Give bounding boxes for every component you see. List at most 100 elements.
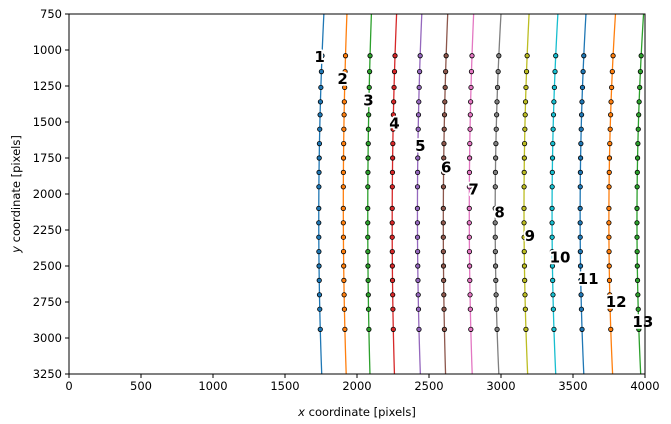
- trace-point: [549, 169, 555, 175]
- trace-point: [342, 84, 348, 91]
- trace-point: [635, 306, 641, 312]
- trace-point: [635, 141, 641, 147]
- trace-point: [366, 112, 372, 118]
- trace-point: [391, 99, 397, 105]
- y-tick-label: 2500: [33, 259, 62, 273]
- trace-point: [366, 326, 372, 332]
- y-tick-label: 1250: [33, 79, 62, 93]
- trace-point: [340, 169, 347, 175]
- trace-point: [494, 99, 500, 105]
- trace-point: [551, 326, 557, 332]
- trace-point: [467, 112, 473, 118]
- trace-point: [416, 84, 422, 91]
- order-label: 3: [363, 91, 373, 109]
- trace-point: [340, 155, 347, 161]
- trace-point: [493, 277, 499, 283]
- trace-curve: [494, 14, 502, 374]
- trace-point: [634, 277, 641, 283]
- x-axis: 0 500 1000 1500 2000 2500 3000 3500 4000: [65, 374, 660, 393]
- y-axis-label: y coordinate [pixels]: [9, 135, 23, 254]
- trace-point: [389, 277, 396, 283]
- trace-point: [634, 184, 640, 190]
- y-tick-label: 1750: [33, 151, 62, 165]
- y-tick-label: 1500: [33, 115, 62, 129]
- trace-point: [493, 141, 499, 147]
- x-axis-label: x coordinate [pixels]: [297, 405, 416, 419]
- trace-point: [549, 205, 555, 211]
- trace-point: [578, 277, 584, 283]
- trace-point: [316, 234, 322, 240]
- trace-point: [316, 263, 322, 269]
- trace-point: [635, 126, 641, 132]
- trace-point: [443, 69, 449, 75]
- trace-point: [440, 249, 446, 255]
- trace-point: [551, 99, 557, 105]
- trace-point: [365, 126, 372, 132]
- trace-point: [549, 155, 556, 161]
- trace-point: [341, 292, 347, 298]
- trace-point: [521, 234, 527, 240]
- trace-point: [521, 205, 527, 211]
- trace-point: [634, 263, 640, 269]
- trace-point: [493, 306, 500, 312]
- trace-point: [466, 234, 472, 240]
- trace-point: [390, 126, 396, 132]
- trace-point: [341, 306, 348, 312]
- trace-point: [390, 155, 396, 161]
- trace-curve: [608, 14, 617, 374]
- trace-point: [521, 184, 527, 190]
- trace-point: [441, 141, 447, 147]
- trace-point: [634, 205, 640, 211]
- trace-point: [549, 184, 555, 190]
- trace-point: [578, 292, 584, 298]
- trace-point: [521, 169, 527, 175]
- trace-point: [367, 69, 373, 75]
- trace-curve: [367, 14, 373, 374]
- trace-point: [390, 112, 396, 118]
- trace-point: [341, 126, 347, 132]
- trace-point: [341, 112, 347, 118]
- trace-point: [578, 306, 585, 312]
- trace-point: [365, 249, 371, 255]
- trace-point: [467, 155, 473, 161]
- trace-point: [607, 292, 613, 298]
- trace-point: [637, 84, 643, 91]
- trace-point: [549, 263, 556, 269]
- order-label: 11: [578, 270, 599, 288]
- trace-point: [392, 53, 398, 59]
- trace-point: [317, 112, 323, 118]
- trace-point: [340, 184, 346, 190]
- trace-point: [342, 69, 348, 75]
- trace-point: [606, 169, 612, 175]
- order-label: 6: [441, 158, 451, 176]
- trace-layer: [316, 14, 645, 374]
- trace-point: [316, 205, 322, 211]
- trace-point: [415, 277, 421, 283]
- trace-point: [521, 263, 528, 269]
- trace-point: [466, 205, 472, 211]
- trace-point: [524, 53, 530, 59]
- y-tick-label: 3250: [33, 367, 62, 381]
- trace-point: [577, 184, 583, 190]
- x-tick-label: 1500: [270, 379, 299, 393]
- trace-point: [415, 263, 421, 269]
- trace-point: [492, 249, 498, 255]
- trace-point: [635, 292, 641, 298]
- trace-point: [391, 84, 397, 91]
- trace-point: [317, 99, 324, 105]
- trace-point: [468, 69, 475, 75]
- trace-point: [316, 292, 323, 298]
- y-tick-label: 3000: [33, 331, 62, 345]
- order-label: 4: [389, 114, 399, 132]
- trace-point: [390, 292, 396, 298]
- trace-point: [493, 292, 499, 298]
- trace-point: [316, 277, 322, 283]
- trace-point: [340, 249, 347, 255]
- trace-point: [609, 69, 615, 75]
- trace-point: [443, 53, 449, 59]
- trace-point: [550, 277, 556, 283]
- trace-point: [340, 220, 346, 226]
- y-tick-label: 2750: [33, 295, 62, 309]
